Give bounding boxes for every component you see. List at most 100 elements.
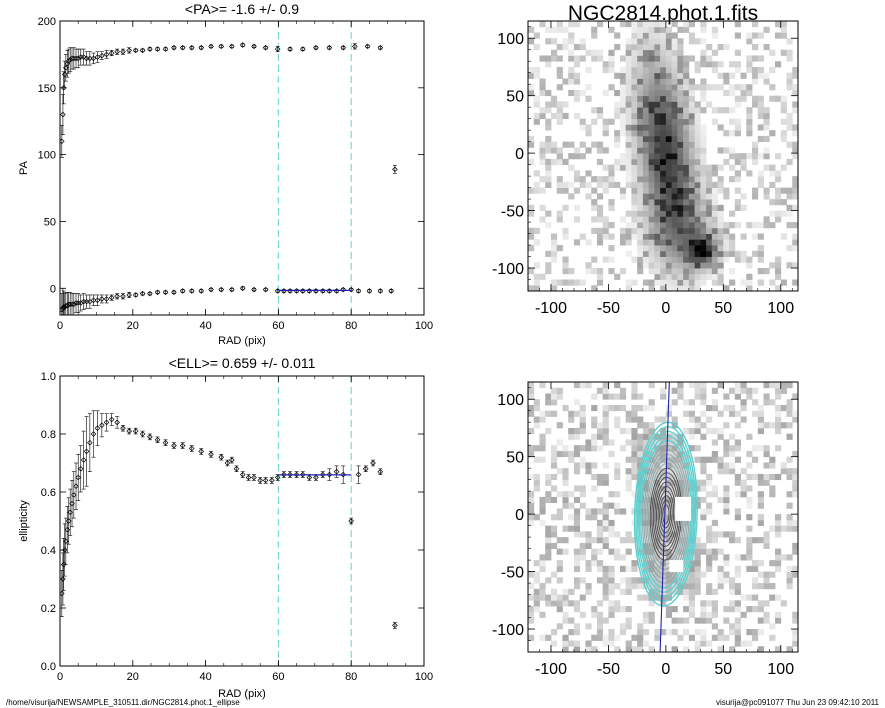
image-bottom-axes: -100 -50 0 50 100 -100 -50 0 50 100: [492, 382, 798, 678]
pa-point: [198, 288, 205, 294]
pa-point: [147, 290, 153, 297]
pa-point: [392, 165, 398, 174]
ell-xlabel: RAD (pix): [218, 688, 266, 700]
pa-point: [179, 288, 186, 294]
ell-point: [147, 433, 153, 441]
pa-point: [198, 44, 205, 51]
pa-point: [120, 293, 126, 300]
pa-point: [139, 290, 146, 297]
pa-point: [188, 44, 195, 51]
ell-point: [251, 474, 257, 481]
ell-point: [60, 538, 67, 591]
image-top-ytick-label: 100: [497, 31, 524, 48]
ell-point: [132, 427, 139, 435]
image-bottom-xtick-label: 50: [714, 661, 732, 678]
footer-path: /home/visurija/NEWSAMPLE_310511.dir/NGC2…: [6, 698, 240, 707]
pa-point: [126, 291, 132, 298]
pa-point: [239, 42, 246, 48]
ell-point: [139, 430, 146, 438]
ell-xtick-label: 0: [57, 671, 63, 683]
pa-xtick-label: 0: [57, 320, 63, 332]
ell-point: [224, 459, 231, 467]
pa-xtick-label: 20: [127, 320, 139, 332]
image-bottom: -100 -50 0 50 100 -100 -50 0 50 100: [492, 381, 799, 678]
pa-point: [80, 48, 87, 66]
ell-point: [392, 622, 398, 629]
pa-point: [154, 289, 161, 296]
pa-point: [103, 294, 110, 304]
ell-point: [274, 474, 281, 481]
ell-point: [69, 480, 75, 528]
ell-point: [377, 468, 384, 475]
image-top-ytick-label: -100: [492, 261, 524, 278]
pa-point: [355, 288, 362, 294]
ell-point: [73, 462, 79, 510]
image-top-xtick-label: 100: [767, 300, 794, 317]
pa-point: [218, 43, 225, 50]
pa-point: [340, 44, 346, 51]
pa-point: [147, 46, 153, 52]
pa-point: [99, 294, 105, 304]
image-top-ytick-label: -50: [501, 204, 524, 221]
pa-point: [229, 286, 235, 293]
ell-ytick-label: 0.2: [41, 603, 56, 615]
image-bottom-ytick-label: 100: [497, 392, 524, 409]
ell-plot: <ELL>= 0.659 +/- 0.011 0 20 40 60 80 100 0.0 0.…: [18, 355, 433, 700]
pa-point: [94, 51, 101, 63]
pa-title: <PA>= -1.6 +/- 0.9: [185, 1, 299, 17]
pa-point: [229, 43, 235, 50]
pa-point: [171, 289, 177, 296]
pa-plot: <PA>= -1.6 +/- 0.9 0 20 40 60 80 100 0 50 100 150…: [18, 1, 433, 347]
pa-ytick-label: 200: [38, 16, 56, 28]
major-axis-line: [659, 382, 670, 652]
image-bottom-ytick-label: -50: [501, 565, 524, 582]
ell-point: [80, 430, 87, 490]
image-top: NGC2814.phot.1.fits -100 -50 0 50 100 -100 -50…: [492, 2, 799, 317]
pa-ytick-label: 50: [44, 216, 56, 228]
pa-point: [388, 288, 395, 294]
pa-xtick-label: 80: [345, 320, 357, 332]
ell-point: [198, 448, 205, 455]
ell-point: [126, 427, 132, 435]
pa-point: [179, 44, 186, 51]
pa-point: [90, 294, 97, 306]
ell-ytick-label: 0.6: [41, 487, 56, 499]
image-bottom-overlay: [633, 382, 698, 652]
ell-point: [114, 416, 120, 429]
pa-point: [218, 286, 225, 293]
ell-point: [94, 410, 101, 446]
pa-point: [162, 46, 169, 52]
ell-point: [154, 436, 161, 444]
ell-point: [108, 413, 115, 426]
ell-point: [87, 413, 93, 473]
ell-ytick-label: 0.8: [41, 429, 56, 441]
ell-point: [90, 410, 97, 458]
pa-point: [313, 44, 319, 51]
pa-point: [103, 50, 110, 59]
image-top-axes: -100 -50 0 50 100 -100 -50 0 50 100: [492, 21, 798, 317]
image-top-xtick-label: -50: [597, 300, 620, 317]
ell-point: [245, 474, 252, 481]
image-top-xtick-label: 0: [661, 300, 670, 317]
pa-point: [139, 47, 146, 54]
ell-point: [239, 471, 246, 478]
ell-point: [83, 416, 90, 487]
ell-ytick-label: 0.4: [41, 545, 56, 557]
ell-point: [103, 413, 110, 432]
ell-point: [188, 445, 195, 452]
image-title: NGC2814.phot.1.fits: [568, 2, 758, 25]
ell-point: [218, 453, 225, 461]
pa-point: [108, 294, 115, 301]
ell-point: [262, 477, 269, 484]
pa-point: [208, 43, 214, 50]
pa-xtick-label: 60: [272, 320, 284, 332]
pa-ytick-label: 150: [38, 83, 56, 95]
pa-point: [262, 286, 269, 293]
image-bottom-xtick-label: -100: [535, 661, 567, 678]
ell-point: [120, 424, 126, 432]
pa-point: [326, 44, 333, 51]
ell-xtick-label: 60: [272, 671, 284, 683]
image-bottom-ytick-label: 50: [506, 450, 524, 467]
pa-point: [377, 44, 384, 51]
ell-point: [162, 439, 169, 446]
